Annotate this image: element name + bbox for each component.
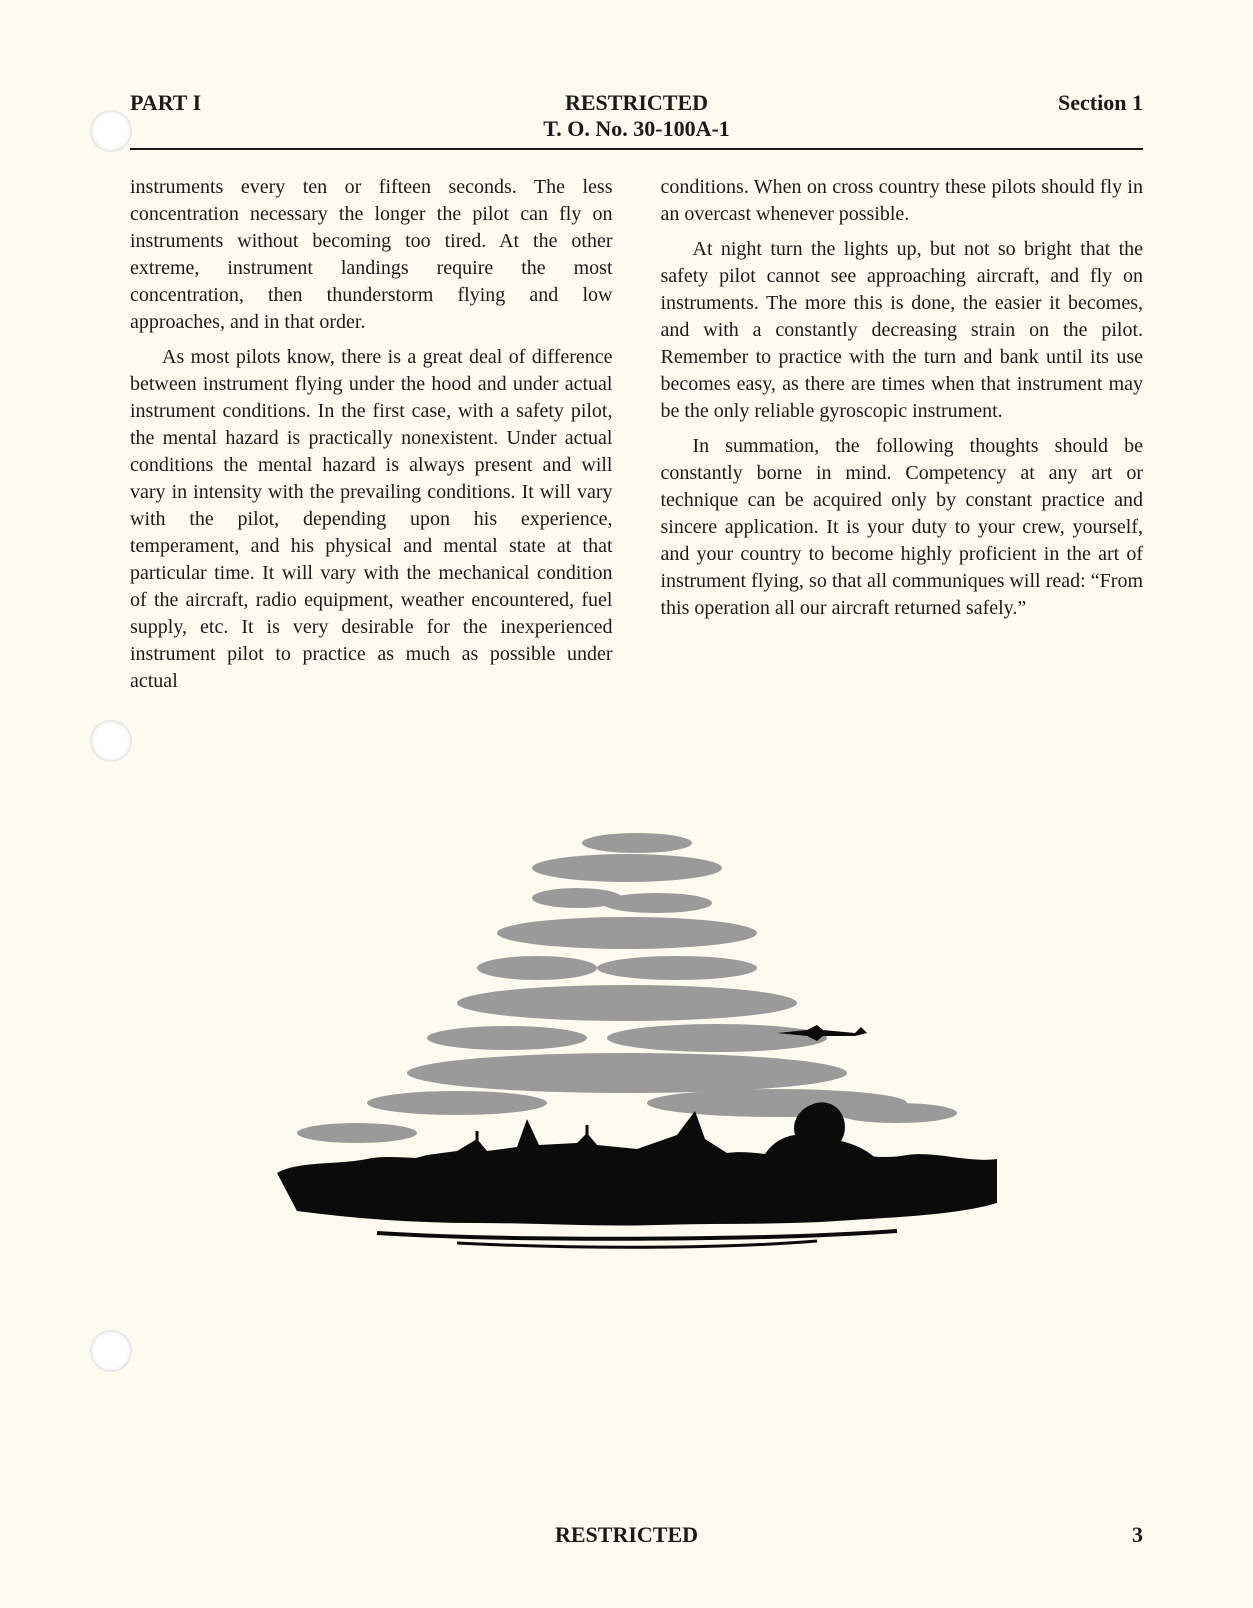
body-columns: instruments every ten or fifteen seconds… xyxy=(130,174,1143,703)
punch-hole xyxy=(90,1330,132,1372)
header-section: Section 1 xyxy=(943,90,1143,116)
header-rule xyxy=(130,148,1143,150)
page-header: PART I RESTRICTED T. O. No. 30-100A-1 Se… xyxy=(130,90,1143,142)
footer-classification: RESTRICTED xyxy=(0,1522,1253,1548)
paragraph: At night turn the lights up, but not so … xyxy=(661,236,1144,425)
paragraph: conditions. When on cross country these … xyxy=(661,174,1144,228)
column-right: conditions. When on cross country these … xyxy=(661,174,1144,703)
header-classification: RESTRICTED xyxy=(330,90,943,116)
paragraph: As most pilots know, there is a great de… xyxy=(130,344,613,695)
header-part: PART I xyxy=(130,90,330,116)
header-to-number: T. O. No. 30-100A-1 xyxy=(330,116,943,142)
punch-hole xyxy=(90,110,132,152)
document-page: PART I RESTRICTED T. O. No. 30-100A-1 Se… xyxy=(0,0,1253,1608)
paragraph: In summation, the following thoughts sho… xyxy=(661,433,1144,622)
page-number: 3 xyxy=(1132,1522,1143,1548)
punch-hole xyxy=(90,720,132,762)
paragraph: instruments every ten or fifteen seconds… xyxy=(130,174,613,336)
airfield-illustration xyxy=(257,803,1017,1253)
airfield-svg xyxy=(257,803,1017,1253)
column-left: instruments every ten or fifteen seconds… xyxy=(130,174,613,703)
